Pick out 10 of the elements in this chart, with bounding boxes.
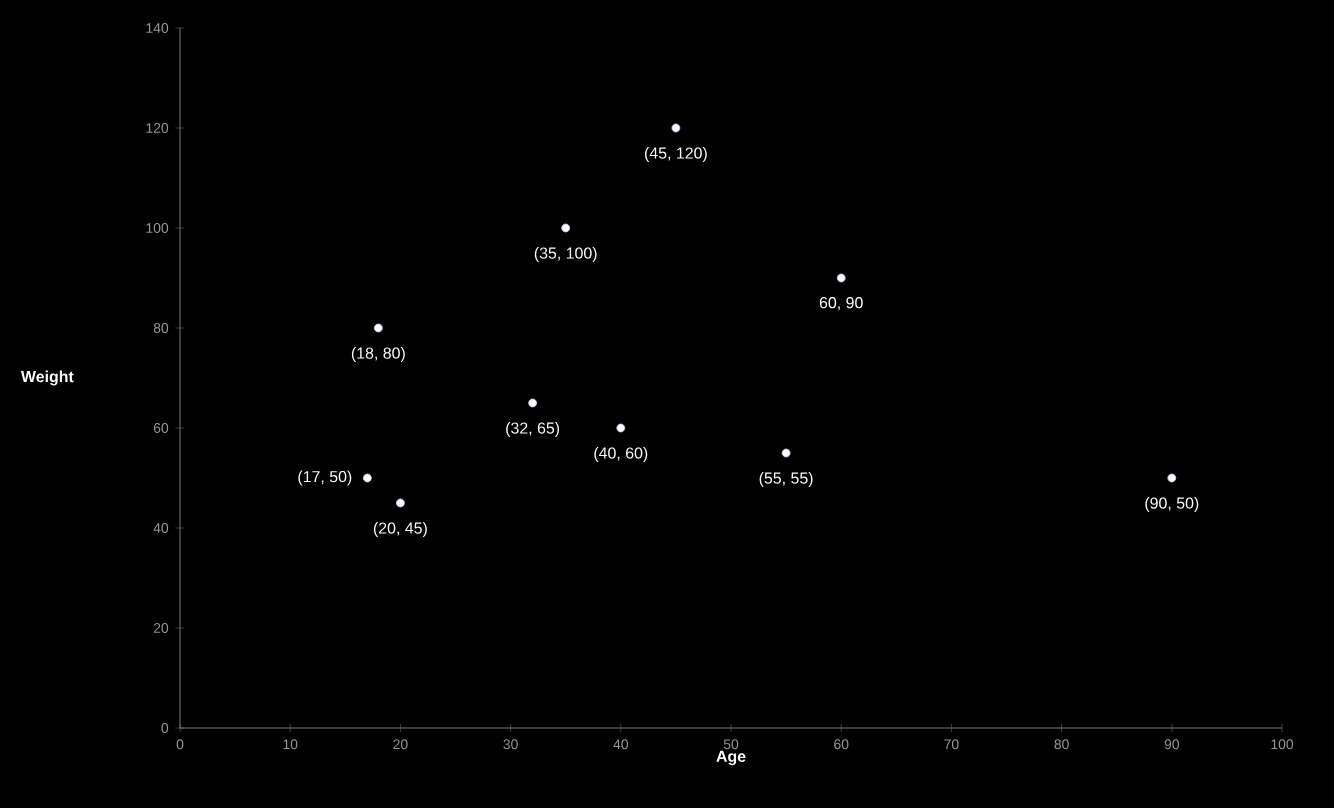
point	[836, 273, 846, 283]
point	[1167, 473, 1177, 483]
point	[616, 423, 626, 433]
point	[396, 498, 405, 508]
point	[528, 398, 538, 408]
point	[781, 448, 791, 458]
point	[671, 123, 681, 133]
point	[373, 323, 383, 333]
point	[362, 473, 372, 483]
point	[561, 223, 571, 233]
